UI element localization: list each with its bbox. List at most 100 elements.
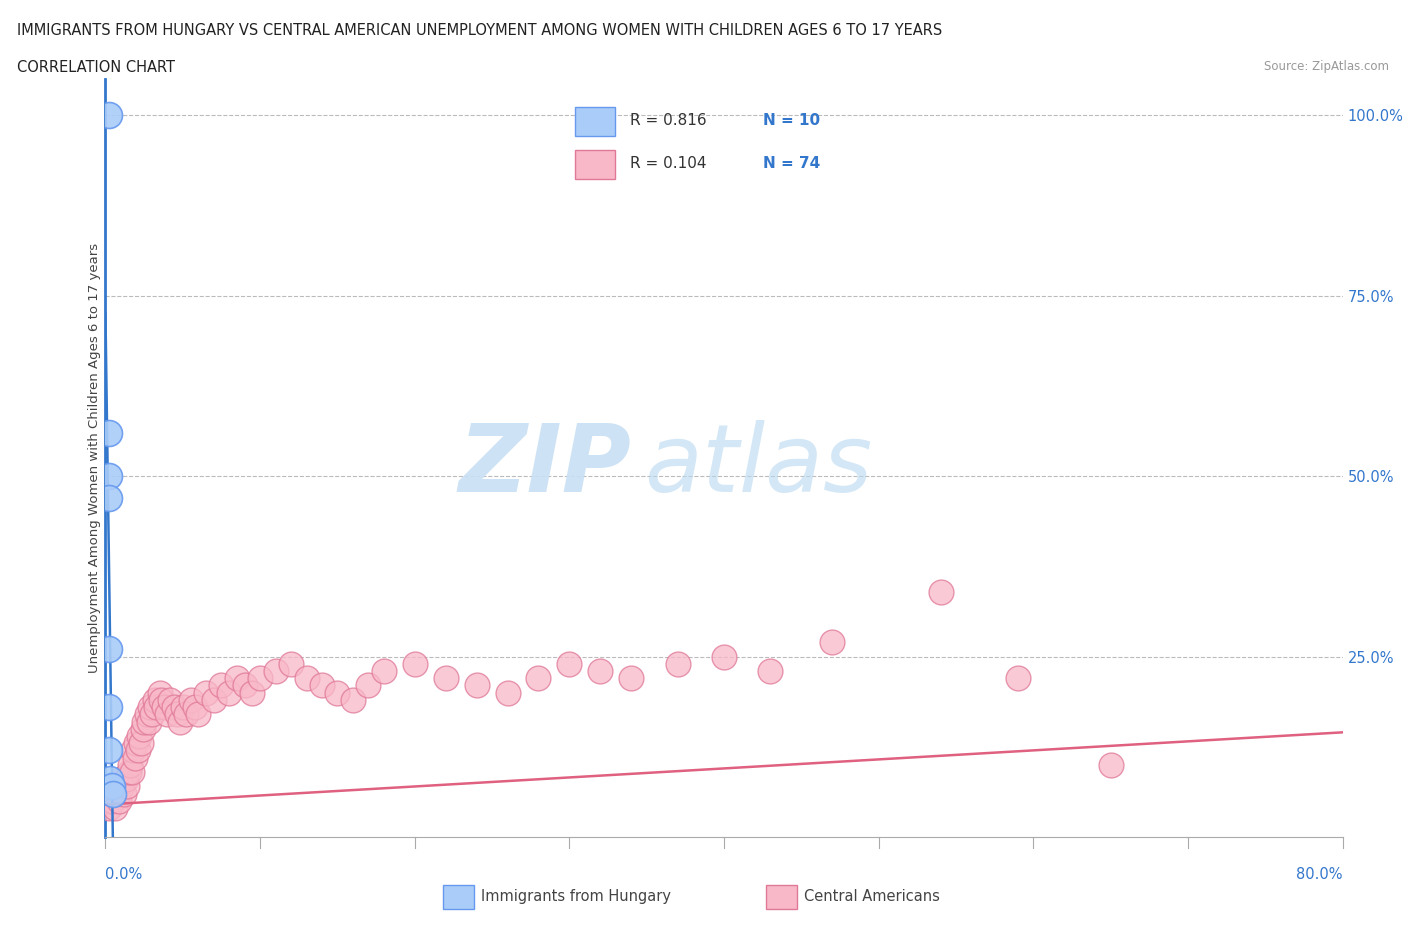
Point — [149, 685, 172, 700]
Point — [589, 663, 612, 678]
Point — [620, 671, 643, 685]
Bar — [575, 107, 614, 136]
Point — [162, 699, 184, 714]
Y-axis label: Unemployment Among Women with Children Ages 6 to 17 years: Unemployment Among Women with Children A… — [87, 243, 101, 673]
Point — [124, 751, 146, 765]
Point — [132, 714, 156, 729]
Point — [249, 671, 271, 685]
Text: R = 0.816: R = 0.816 — [630, 113, 707, 128]
Point — [169, 714, 191, 729]
Point — [242, 685, 264, 700]
Point — [264, 663, 287, 678]
Point — [138, 714, 160, 729]
Point — [105, 779, 128, 794]
Text: Source: ZipAtlas.com: Source: ZipAtlas.com — [1264, 60, 1389, 73]
Point — [136, 707, 159, 722]
Point — [120, 757, 142, 772]
Point — [108, 793, 131, 808]
Point — [114, 772, 136, 787]
Point — [150, 693, 173, 708]
Point — [166, 707, 188, 722]
Point — [118, 764, 141, 779]
Bar — [443, 884, 474, 910]
Point — [129, 736, 152, 751]
Point — [1099, 757, 1122, 772]
Point — [1007, 671, 1029, 685]
Point — [159, 693, 181, 708]
Point — [127, 743, 149, 758]
Point — [100, 779, 122, 794]
Point — [496, 685, 519, 700]
Point — [97, 425, 120, 440]
Point — [929, 584, 952, 599]
Point — [97, 469, 120, 484]
Point — [139, 699, 162, 714]
Point — [180, 693, 202, 708]
Bar — [575, 150, 614, 179]
Point — [103, 793, 124, 808]
Point — [295, 671, 318, 685]
Point — [121, 764, 143, 779]
Point — [97, 699, 120, 714]
Point — [98, 772, 121, 787]
Point — [759, 663, 782, 678]
Text: atlas: atlas — [644, 420, 872, 512]
Point — [97, 743, 120, 758]
Point — [111, 779, 134, 794]
Point — [128, 728, 150, 743]
Point — [97, 490, 120, 505]
Point — [104, 801, 127, 816]
Point — [110, 772, 132, 787]
Text: ZIP: ZIP — [458, 419, 631, 512]
Point — [211, 678, 233, 693]
Point — [373, 663, 395, 678]
Point — [141, 707, 163, 722]
Point — [558, 657, 581, 671]
Point — [97, 801, 120, 816]
Text: N = 74: N = 74 — [763, 156, 821, 171]
Point — [97, 108, 120, 123]
Point — [156, 707, 179, 722]
Point — [202, 693, 225, 708]
Bar — [766, 884, 797, 910]
Point — [666, 657, 689, 671]
Text: 0.0%: 0.0% — [105, 867, 142, 882]
Point — [357, 678, 380, 693]
Point — [311, 678, 333, 693]
Point — [112, 786, 135, 801]
Point — [434, 671, 457, 685]
Point — [187, 707, 209, 722]
Point — [125, 736, 148, 751]
Point — [225, 671, 249, 685]
Point — [194, 685, 217, 700]
Point — [145, 699, 167, 714]
Point — [342, 693, 364, 708]
Point — [131, 722, 153, 737]
Text: N = 10: N = 10 — [763, 113, 821, 128]
Point — [233, 678, 256, 693]
Text: R = 0.104: R = 0.104 — [630, 156, 707, 171]
Point — [122, 743, 145, 758]
Point — [153, 699, 176, 714]
Point — [143, 693, 166, 708]
Point — [404, 657, 426, 671]
Point — [107, 786, 129, 801]
Text: IMMIGRANTS FROM HUNGARY VS CENTRAL AMERICAN UNEMPLOYMENT AMONG WOMEN WITH CHILDR: IMMIGRANTS FROM HUNGARY VS CENTRAL AMERI… — [17, 23, 942, 38]
Point — [174, 707, 197, 722]
Point — [713, 649, 735, 664]
Point — [97, 642, 120, 657]
Text: Immigrants from Hungary: Immigrants from Hungary — [481, 889, 671, 904]
Point — [280, 657, 302, 671]
Point — [326, 685, 349, 700]
Point — [98, 793, 121, 808]
Point — [184, 699, 207, 714]
Point — [172, 699, 194, 714]
Point — [100, 786, 122, 801]
Point — [103, 786, 124, 801]
Point — [115, 779, 138, 794]
Point — [821, 634, 844, 649]
Point — [218, 685, 240, 700]
Text: CORRELATION CHART: CORRELATION CHART — [17, 60, 174, 75]
Text: 80.0%: 80.0% — [1296, 867, 1343, 882]
Point — [527, 671, 550, 685]
